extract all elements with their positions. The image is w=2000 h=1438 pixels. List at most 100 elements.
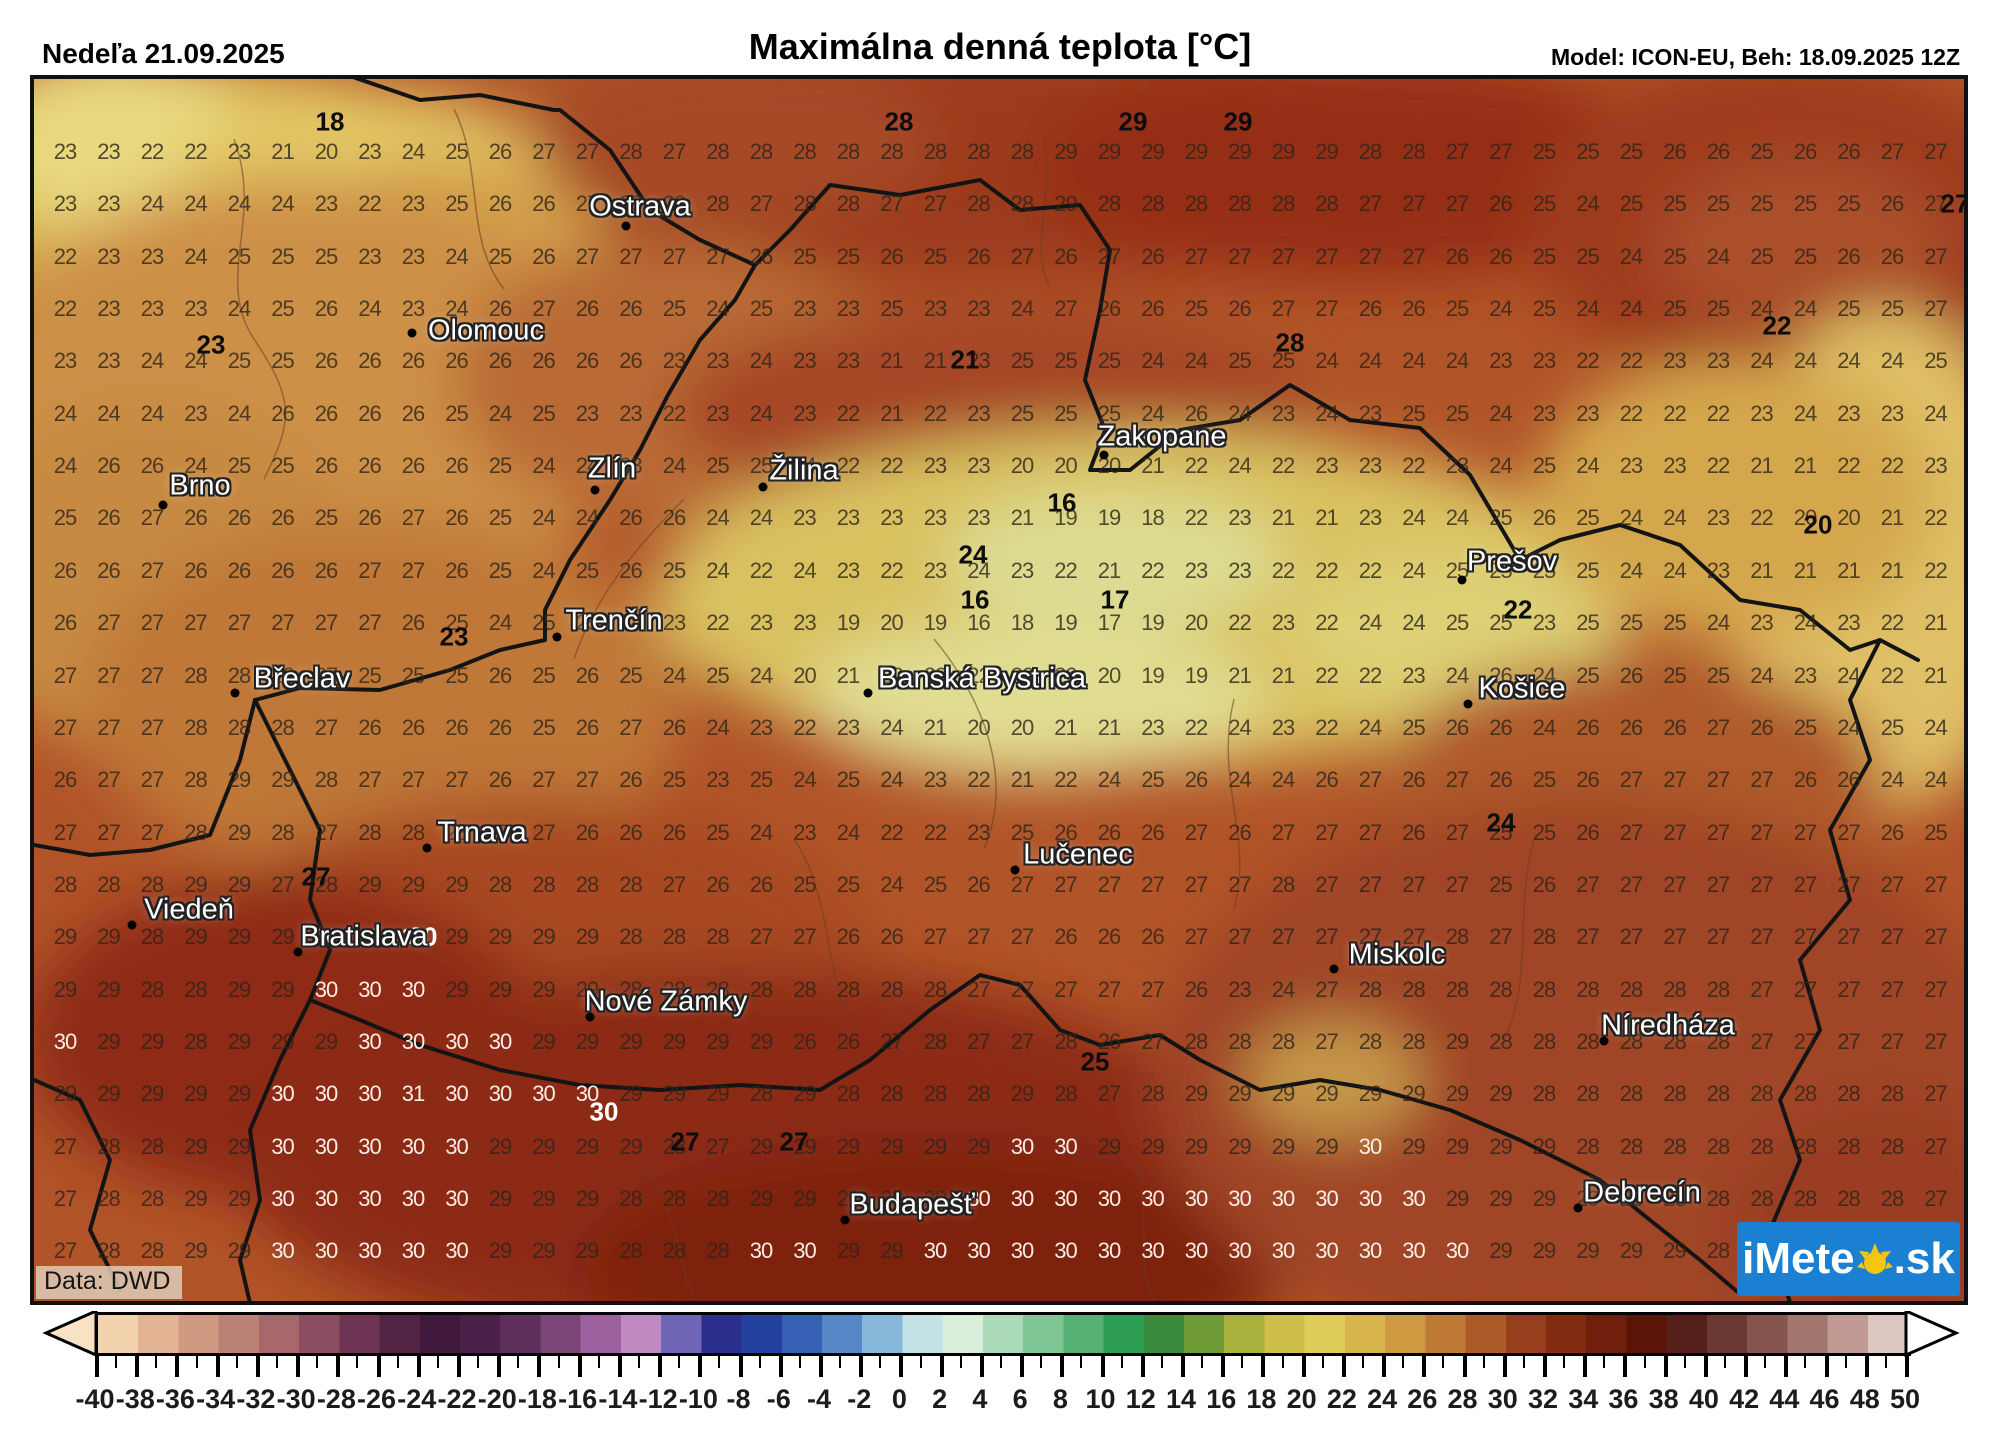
temp-value: 30: [1010, 1133, 1035, 1159]
temp-value: 29: [445, 871, 469, 897]
colorbar-tick: [115, 1356, 118, 1368]
temp-value: 24: [1532, 662, 1557, 688]
temp-value: 27: [1402, 871, 1426, 897]
temp-value: 27: [358, 557, 382, 583]
temp-value: 26: [1141, 819, 1165, 845]
colorbar-tick-label: 4: [972, 1384, 988, 1414]
temp-value: 22: [1402, 453, 1426, 479]
temp-value: 24: [749, 348, 774, 374]
colorbar-tick: [1160, 1356, 1163, 1368]
temp-value: 19: [1097, 505, 1122, 531]
colorbar-tick-label: 16: [1206, 1384, 1237, 1414]
city-dot: [1599, 1036, 1609, 1046]
temp-value: 26: [1184, 976, 1209, 1002]
temp-value: 28: [662, 1186, 687, 1211]
imeteo-logo[interactable]: iMete .sk: [1737, 1222, 1960, 1296]
temp-value: 26: [1097, 819, 1122, 845]
temp-value: 30: [1184, 1186, 1209, 1211]
colorbar-tick: [155, 1356, 158, 1368]
temp-value: 25: [1228, 348, 1252, 374]
colorbar-tick-label: 18: [1246, 1384, 1277, 1414]
temp-value: 23: [880, 505, 904, 531]
data-source-badge: Data: DWD: [36, 1266, 183, 1299]
temp-value: 28: [1532, 1081, 1557, 1107]
temp-value: 27: [1924, 976, 1948, 1002]
temp-value: 22: [923, 819, 948, 845]
temp-value: 24: [488, 610, 513, 636]
city-label: Brno: [169, 469, 231, 502]
colorbar-tick: [1382, 1356, 1387, 1377]
temp-value: 26: [97, 505, 121, 531]
city-dot: [585, 1012, 595, 1022]
temp-value: 29: [532, 1133, 556, 1159]
temp-value: 27: [1924, 1028, 1948, 1054]
temp-value: 22: [1358, 662, 1383, 688]
temp-value: 29: [749, 1133, 774, 1159]
temp-value: 29: [53, 1081, 78, 1107]
temp-value: 25: [662, 557, 687, 583]
temp-value: 24: [1228, 453, 1252, 479]
colorbar-tick: [939, 1356, 944, 1377]
temp-value: 23: [1271, 400, 1296, 426]
colorbar-tick: [235, 1356, 238, 1368]
temp-value: 28: [1706, 1133, 1731, 1159]
temp-value: 18: [1010, 610, 1035, 636]
temp-value: 26: [1663, 714, 1687, 740]
temp-value: 30: [1010, 1186, 1035, 1211]
temp-value: 26: [1402, 767, 1426, 793]
temp-value: 21: [1924, 610, 1948, 636]
temp-value: 25: [923, 871, 948, 897]
temp-value: 26: [532, 348, 556, 374]
temp-value: 21: [1880, 557, 1905, 583]
temp-value: 27: [1141, 1028, 1165, 1054]
temp-value: 27: [706, 1133, 730, 1159]
temp-value: 25: [1532, 453, 1557, 479]
temp-value: 24: [793, 767, 817, 793]
temp-value: 24: [1576, 453, 1600, 479]
city-label: Viedeň: [144, 893, 234, 926]
city-dot: [758, 482, 768, 492]
temp-value: 27: [575, 767, 600, 793]
temp-value: 30: [401, 1186, 426, 1211]
temp-value: 29: [532, 1028, 556, 1054]
temp-value: 26: [619, 557, 643, 583]
temp-value: 25: [1402, 714, 1426, 740]
colorbar-tick: [1844, 1356, 1847, 1368]
temp-value: 29: [358, 871, 382, 897]
temp-value: 23: [1358, 453, 1383, 479]
temp-value: 27: [1184, 243, 1209, 269]
temp-value: 23: [1837, 610, 1861, 636]
temp-value: 25: [271, 348, 295, 374]
colorbar-tick: [457, 1356, 461, 1377]
colorbar-tick: [1060, 1356, 1065, 1377]
extreme-label: 23: [196, 329, 226, 360]
temp-value: 24: [97, 400, 121, 426]
temp-value: 30: [1358, 1186, 1383, 1211]
temp-value: 20: [1054, 662, 1078, 688]
temp-value: 30: [358, 1028, 382, 1054]
temp-value: 26: [1619, 662, 1644, 688]
temp-value: 27: [1924, 1186, 1948, 1211]
temp-value: 20: [880, 610, 904, 636]
temp-value: 25: [923, 243, 948, 269]
temp-value: 27: [1315, 924, 1339, 950]
temp-value: 28: [97, 1133, 121, 1159]
temp-value: 16: [967, 610, 991, 636]
temp-value: 28: [836, 191, 861, 217]
temp-value: 29: [1054, 139, 1078, 164]
temp-value: 25: [488, 557, 513, 583]
temp-value: 24: [793, 557, 817, 583]
temp-value: 25: [1010, 819, 1035, 845]
temp-value: 20: [1054, 453, 1078, 479]
temp-value: 27: [1358, 191, 1383, 217]
colorbar-tick: [436, 1356, 439, 1368]
temp-value: 28: [1750, 1186, 1774, 1211]
temp-value: 26: [1141, 243, 1165, 269]
temp-value: 27: [271, 610, 295, 636]
temp-value: 24: [1924, 714, 1948, 740]
temp-value: 26: [97, 453, 121, 479]
extreme-label: 20: [1803, 509, 1833, 540]
temp-value: 25: [1663, 296, 1687, 322]
temp-value: 25: [271, 243, 295, 269]
colorbar-tick: [1563, 1356, 1566, 1368]
